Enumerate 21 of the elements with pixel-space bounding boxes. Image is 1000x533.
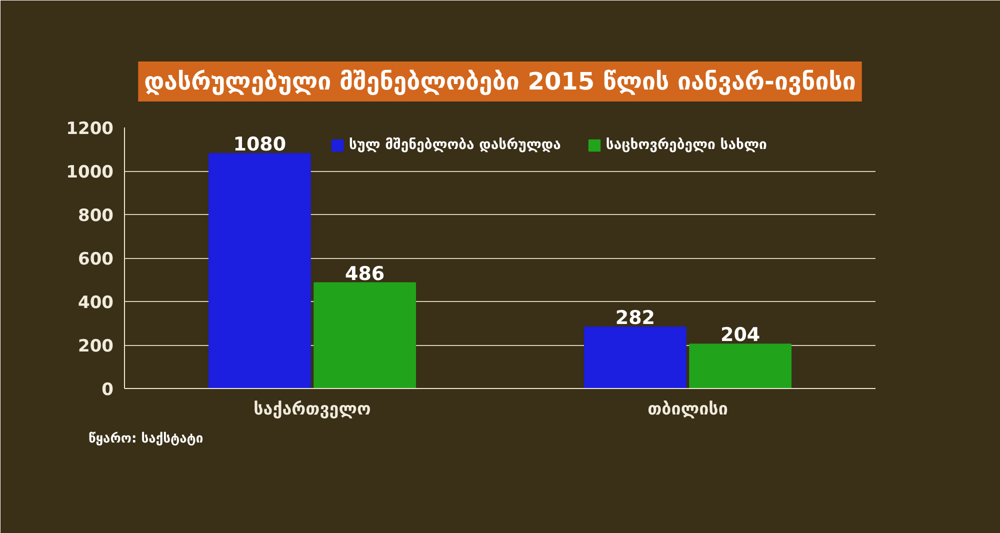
legend-label: საცხოვრებელი სახლი	[606, 137, 767, 153]
bar	[689, 344, 792, 388]
y-tick-label: 1000	[66, 162, 114, 182]
legend-label: სულ მშენებლობა დასრულდა	[349, 137, 561, 153]
text: წყარო: საქსტატი	[88, 432, 204, 446]
data-label: 204	[720, 324, 760, 346]
y-tick-label: 800	[78, 206, 114, 226]
y-tick-label: 600	[78, 250, 114, 270]
x-tick-label: საქართველო	[254, 400, 372, 420]
y-tick-label: 200	[78, 336, 114, 356]
y-tick-label: 400	[78, 293, 114, 313]
data-label: 1080	[233, 134, 286, 156]
x-tick-label: თბილისი	[648, 400, 728, 420]
y-tick-label: 1200	[66, 119, 114, 139]
chart-title: დასრულებული მშენებლობები 2015 წლის იანვარ-ივნისი	[144, 68, 856, 96]
data-label: 282	[615, 307, 656, 330]
bar	[208, 153, 311, 388]
bar	[584, 326, 686, 388]
data-label: 486	[344, 262, 385, 285]
bar	[314, 282, 416, 388]
y-tick-label: 0	[102, 380, 114, 400]
